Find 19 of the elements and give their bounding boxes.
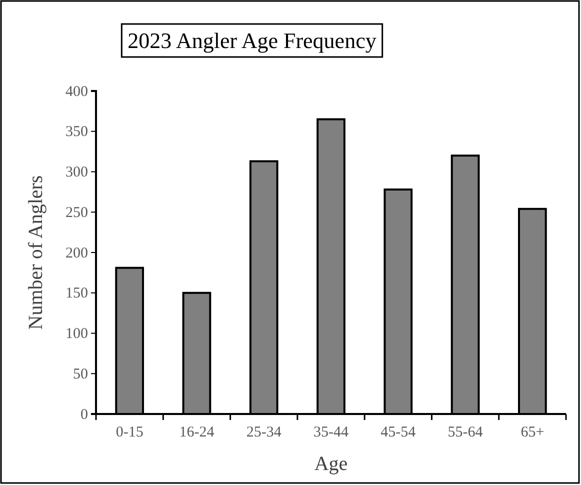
y-tick-label: 150 bbox=[66, 286, 88, 302]
x-tick-label: 65+ bbox=[520, 424, 544, 440]
x-tick-label: 25-34 bbox=[246, 424, 282, 440]
y-tick-label: 300 bbox=[66, 164, 88, 181]
y-tick-label: 400 bbox=[66, 84, 88, 100]
y-tick-label: 0 bbox=[80, 406, 88, 423]
y-tick-label: 250 bbox=[66, 204, 88, 221]
y-tick-label: 50 bbox=[73, 366, 88, 382]
x-tick-label: 35-44 bbox=[314, 424, 349, 440]
y-tick-label: 100 bbox=[66, 326, 88, 342]
x-tick-label: 0-15 bbox=[116, 424, 144, 440]
y-axis-title: Number of Anglers bbox=[25, 175, 47, 330]
x-tick-label: 16-24 bbox=[179, 424, 215, 440]
chart-title: 2023 Angler Age Frequency bbox=[128, 28, 376, 53]
x-tick-label: 45-54 bbox=[380, 424, 416, 440]
y-tick-label: 350 bbox=[66, 124, 88, 140]
y-tick-label: 200 bbox=[66, 245, 88, 262]
x-axis-title: Age bbox=[314, 453, 348, 475]
x-tick-label: 55-64 bbox=[448, 424, 484, 440]
